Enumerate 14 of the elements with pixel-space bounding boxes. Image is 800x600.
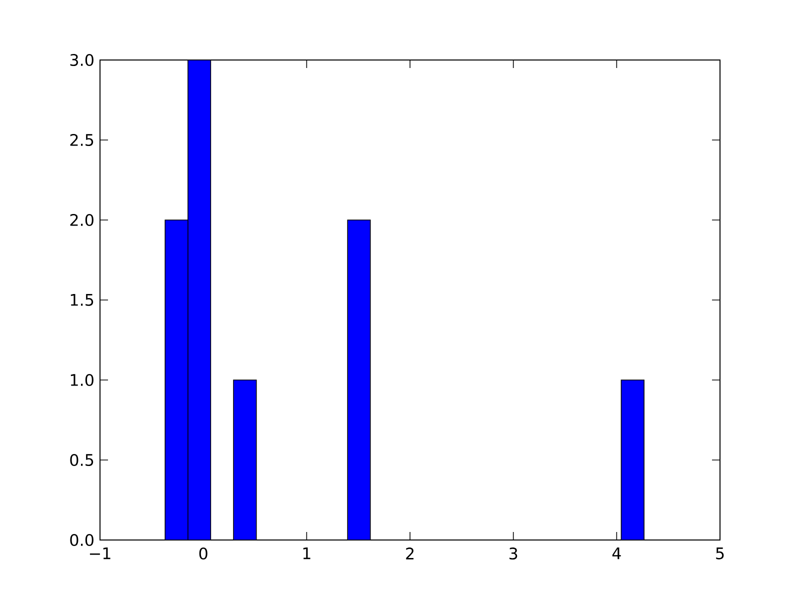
x-tick-label: 1 [303,547,310,560]
x-tick-label: −1 [90,547,110,560]
x-tick-label: 3 [509,548,518,560]
y-tick-label: 3.0 [70,54,94,66]
y-tick-label: 0.0 [70,534,94,546]
x-tick-label: 2 [406,548,414,560]
y-tick-label: 1.5 [70,294,94,306]
x-tick-label: 5 [716,547,724,560]
y-tick-label: 0.5 [70,454,94,466]
x-tick-label: 4 [612,547,621,560]
y-tick-label: 2.0 [70,214,94,226]
x-tick-label: 0 [199,548,208,560]
y-tick-label: 2.5 [70,134,94,146]
y-tick-label: 1.0 [70,374,94,386]
